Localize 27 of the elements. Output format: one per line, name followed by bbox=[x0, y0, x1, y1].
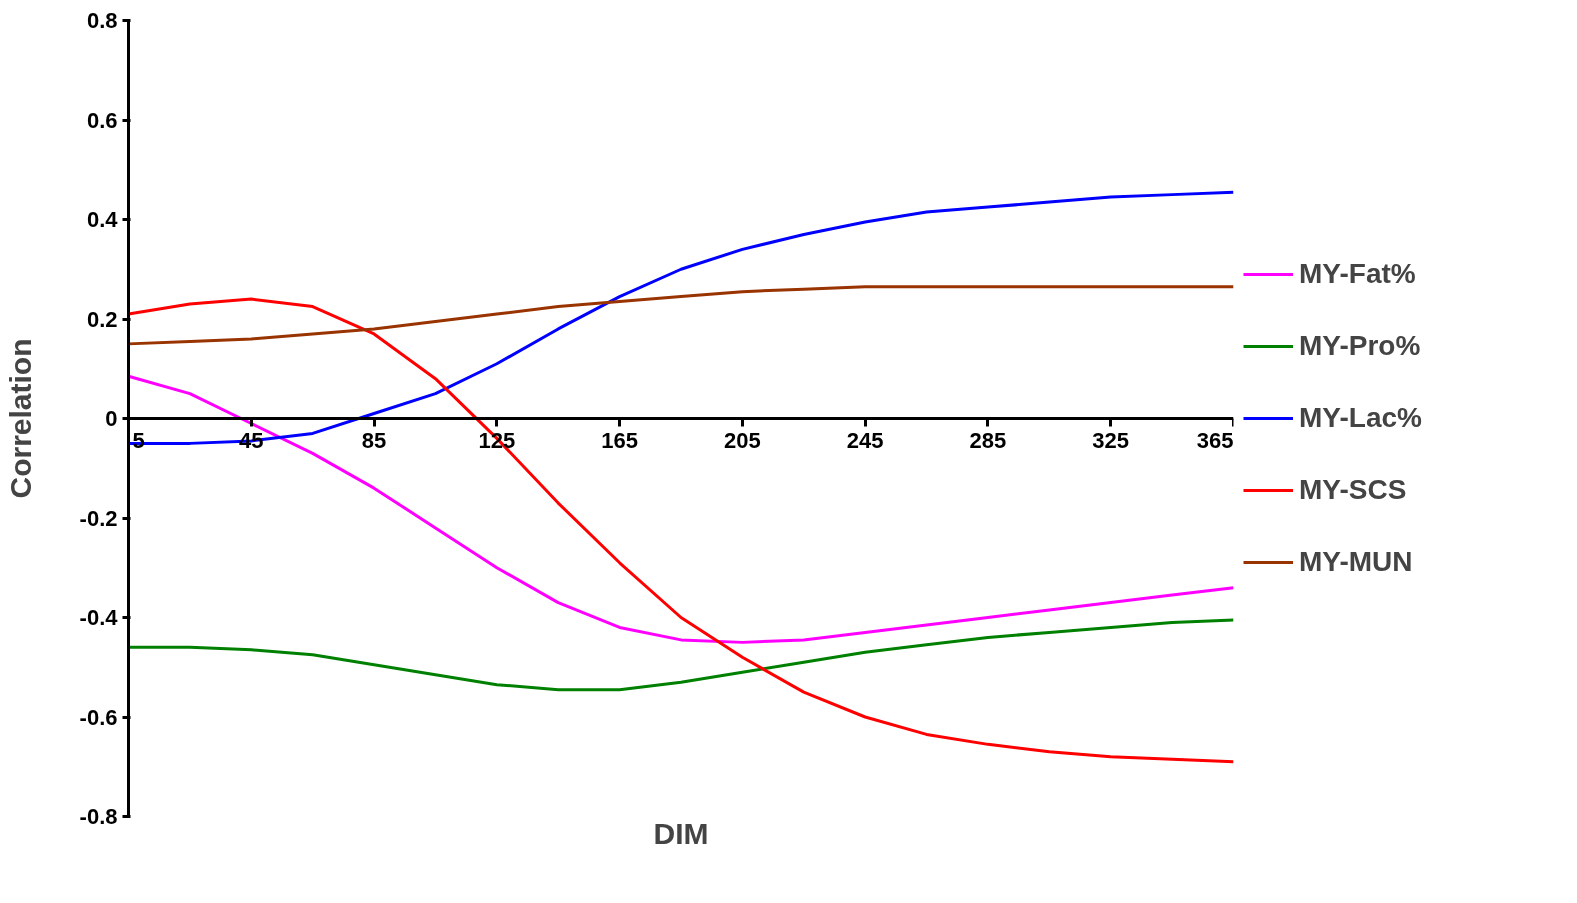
x-tick-label: 245 bbox=[846, 427, 884, 453]
y-tick-label: 0.8 bbox=[86, 8, 118, 33]
y-tick-label: -0.6 bbox=[79, 704, 118, 730]
line-series bbox=[128, 374, 1234, 644]
y-tick-label: -0.2 bbox=[79, 505, 118, 531]
x-tick-label: 365 bbox=[1196, 427, 1234, 453]
y-tick-label: -0.8 bbox=[79, 804, 118, 829]
y-tick-label: -0.4 bbox=[79, 605, 119, 630]
y-axis-title: Correlation bbox=[3, 338, 37, 499]
y-tick-label: 0.4 bbox=[86, 207, 119, 232]
x-tick-label: 165 bbox=[601, 427, 638, 453]
legend-label: MY-Lac% bbox=[1299, 402, 1422, 434]
x-tick-label: 85 bbox=[361, 427, 387, 453]
line-series bbox=[128, 297, 1234, 764]
y-tick-label: 0 bbox=[105, 406, 118, 431]
x-tick-label: 325 bbox=[1092, 427, 1130, 453]
legend-label: MY-MUN bbox=[1299, 546, 1413, 578]
line-series bbox=[128, 618, 1234, 692]
y-tick-label: 0.2 bbox=[86, 306, 118, 332]
legend-label: MY-Fat% bbox=[1299, 258, 1416, 290]
legend-label: MY-Pro% bbox=[1299, 330, 1421, 362]
line-series bbox=[128, 285, 1234, 346]
legend-label: MY-SCS bbox=[1299, 474, 1407, 506]
y-tick-label: 0.6 bbox=[86, 107, 118, 133]
x-tick-label: 205 bbox=[724, 427, 761, 453]
x-axis-title: DIM bbox=[653, 816, 709, 850]
x-tick-label: 285 bbox=[969, 427, 1007, 453]
